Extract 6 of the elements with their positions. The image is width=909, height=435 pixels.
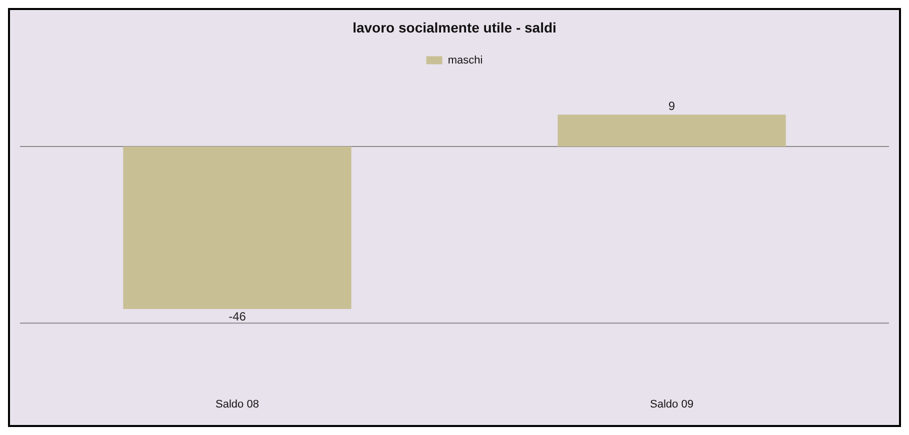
x-tick-label: Saldo 09: [650, 398, 694, 410]
data-label: -46: [228, 309, 246, 324]
legend-label: maschi: [448, 54, 483, 66]
chart-title: lavoro socialmente utile - saldi: [352, 19, 556, 36]
x-tick-label: Saldo 08: [216, 398, 259, 410]
data-label: 9: [668, 98, 676, 113]
